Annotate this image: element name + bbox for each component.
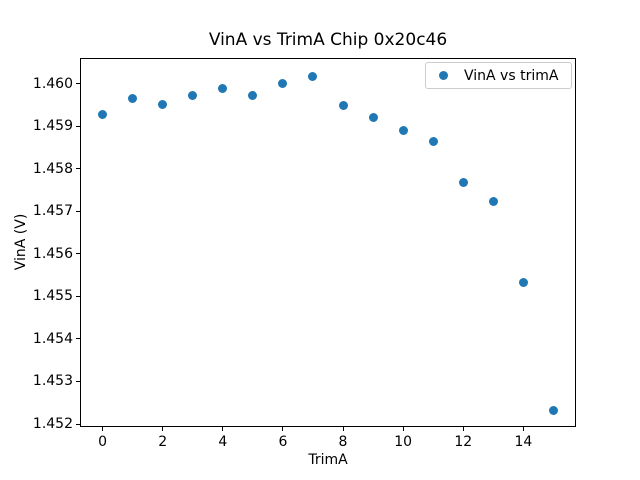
- x-tick-mark: [282, 427, 284, 431]
- y-tick-mark: [76, 168, 80, 170]
- y-tick-mark: [76, 125, 80, 127]
- x-tick-label: 14: [514, 434, 533, 450]
- y-tick-label: 1.459: [32, 118, 73, 135]
- legend-label: VinA vs trimA: [464, 67, 559, 84]
- x-tick-mark: [222, 427, 224, 431]
- x-tick-label: 2: [158, 434, 168, 450]
- y-tick-label: 1.452: [32, 416, 73, 433]
- y-axis-label: VinA (V): [13, 213, 29, 271]
- x-tick-label: 0: [98, 434, 107, 450]
- scatter-point: [248, 91, 258, 101]
- x-tick-mark: [462, 427, 464, 431]
- x-tick-label: 6: [278, 434, 288, 450]
- legend: VinA vs trimA: [425, 62, 572, 89]
- scatter-point: [98, 110, 108, 120]
- plot-title: VinA vs TrimA Chip 0x20c46: [208, 30, 448, 50]
- scatter-point: [488, 196, 498, 206]
- scatter-point: [398, 125, 408, 135]
- plot-area: [80, 58, 576, 427]
- y-tick-mark: [76, 380, 80, 382]
- x-tick-mark: [342, 427, 344, 431]
- y-tick-mark: [76, 295, 80, 297]
- scatter-point: [218, 84, 228, 94]
- y-tick-mark: [76, 210, 80, 212]
- y-tick-label: 1.457: [32, 203, 73, 220]
- x-tick-label: 10: [394, 434, 413, 450]
- x-tick-label: 4: [218, 434, 228, 450]
- scatter-point: [338, 100, 348, 110]
- y-tick-mark: [76, 423, 80, 425]
- x-tick-mark: [102, 427, 104, 431]
- y-tick-mark: [76, 253, 80, 255]
- scatter-point: [518, 278, 528, 288]
- x-tick-label: 12: [454, 434, 473, 450]
- y-tick-label: 1.455: [32, 288, 73, 305]
- x-tick-label: 8: [338, 434, 348, 450]
- y-tick-label: 1.460: [32, 75, 73, 92]
- y-tick-label: 1.458: [32, 160, 73, 177]
- x-tick-mark: [162, 427, 164, 431]
- scatter-point: [548, 406, 558, 416]
- x-tick-mark: [522, 427, 524, 431]
- x-axis-label: TrimA: [308, 452, 348, 468]
- y-tick-label: 1.453: [32, 373, 73, 390]
- scatter-point: [158, 99, 168, 109]
- scatter-point: [428, 136, 438, 146]
- scatter-point: [278, 78, 288, 88]
- scatter-point: [308, 72, 318, 82]
- scatter-point: [128, 94, 138, 104]
- scatter-point: [458, 177, 468, 187]
- x-tick-mark: [402, 427, 404, 431]
- scatter-marker-icon: [439, 71, 448, 80]
- scatter-point: [188, 90, 198, 100]
- y-tick-mark: [76, 338, 80, 340]
- y-tick-label: 1.454: [32, 330, 73, 347]
- scatter-point: [368, 113, 378, 123]
- y-tick-mark: [76, 83, 80, 85]
- y-tick-label: 1.456: [32, 245, 73, 262]
